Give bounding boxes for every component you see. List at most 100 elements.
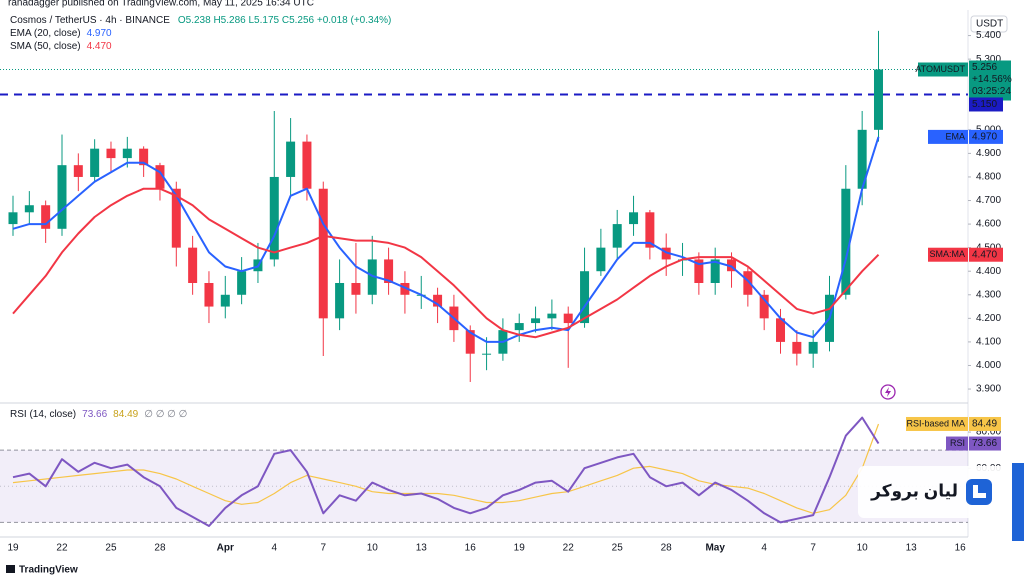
alert-icon-bolt xyxy=(885,387,891,397)
candle-body xyxy=(743,271,753,295)
ema-legend-value: 4.970 xyxy=(87,28,112,39)
candle-body xyxy=(384,259,394,283)
candle-body xyxy=(596,247,606,272)
symbol-legend: Cosmos / TetherUS · 4h · BINANCE O5.238 H… xyxy=(10,15,391,26)
x-tick-label: 28 xyxy=(661,543,673,554)
y-tick-label: 4.000 xyxy=(976,360,1001,371)
brand-text: لیان بروکر xyxy=(870,481,958,501)
candle-body xyxy=(661,247,671,260)
indicator-line xyxy=(12,136,880,343)
rsi-line xyxy=(12,423,880,514)
candle-body xyxy=(204,282,214,307)
candle-body xyxy=(139,148,149,166)
x-tick-label: 4 xyxy=(761,543,767,554)
rsi-tag-name-box xyxy=(906,416,968,431)
brand-bar xyxy=(1012,463,1024,541)
rsi-tag-name-box xyxy=(946,436,968,451)
candle-body xyxy=(776,318,786,342)
candle-body xyxy=(318,188,328,319)
ema-legend: EMA (20, close) 4.970 xyxy=(10,28,112,39)
candle-body xyxy=(873,69,883,130)
y-tick-label: 4.200 xyxy=(976,313,1001,324)
candle-body xyxy=(547,313,557,319)
x-tick-label: 7 xyxy=(810,543,816,554)
rsi-line xyxy=(12,416,880,527)
x-tick-label: 13 xyxy=(416,543,428,554)
x-tick-label: 16 xyxy=(465,543,477,554)
attribution: ranadagger published on TradingView.com,… xyxy=(8,0,314,9)
series-tag-value-box xyxy=(969,247,1003,262)
candle-body xyxy=(73,165,83,177)
rsi-tag-value-box xyxy=(969,436,1001,451)
candle-body xyxy=(269,176,279,260)
y-tick-label: 4.400 xyxy=(976,266,1001,277)
series-tag-value: 4.470 xyxy=(972,249,997,260)
candle-body xyxy=(171,188,181,248)
y-tick-label: 4.100 xyxy=(976,337,1001,348)
series-tag-name: SMA:MA xyxy=(929,249,965,259)
x-tick-label: 22 xyxy=(56,543,68,554)
y-tick-label: 3.900 xyxy=(976,384,1001,395)
x-tick-label: 19 xyxy=(7,543,19,554)
candle-body xyxy=(335,282,345,319)
x-tick-label: 25 xyxy=(105,543,117,554)
rsi-legend-value: 73.66 xyxy=(82,409,107,420)
candle-body xyxy=(808,341,818,354)
candle-body xyxy=(612,224,622,248)
sma-legend: SMA (50, close) 4.470 xyxy=(10,41,112,52)
y-tick-label: 5.300 xyxy=(976,54,1001,65)
candle-body xyxy=(759,294,769,319)
sma-legend-name: SMA (50, close) xyxy=(10,41,81,52)
series-tag-value-box xyxy=(969,129,1003,144)
rsi-tag-name: RSI xyxy=(950,438,965,448)
y-tick-label: 4.800 xyxy=(976,172,1001,183)
candle-body xyxy=(90,148,100,177)
candle-body xyxy=(155,165,165,189)
series-tag-name: EMA xyxy=(945,131,965,141)
candle-body xyxy=(302,141,312,189)
x-tick-label: 10 xyxy=(367,543,379,554)
rsi-tag-name: RSI-based MA xyxy=(906,418,965,428)
y-tick-label: 4.300 xyxy=(976,289,1001,300)
x-tick-label: 28 xyxy=(154,543,166,554)
x-tick-label: 13 xyxy=(906,543,918,554)
footer-logo xyxy=(6,565,15,573)
brand-icon xyxy=(966,479,992,505)
x-tick-label: 10 xyxy=(857,543,869,554)
candle-body xyxy=(433,294,443,307)
x-tick-label: 4 xyxy=(271,543,277,554)
price-tag-countdown: 03:25:24 xyxy=(972,86,1011,97)
candle-body xyxy=(727,259,737,272)
candle-body xyxy=(237,271,247,295)
hline-tag: 5.150 xyxy=(972,99,997,110)
rsi-band xyxy=(0,450,968,523)
candle-body xyxy=(286,141,296,177)
symbol-tag: ATOMUSDT xyxy=(915,64,965,74)
candle-body xyxy=(188,247,198,283)
candle-body xyxy=(563,313,573,324)
x-tick-label: 16 xyxy=(955,543,967,554)
candle-body xyxy=(106,148,116,159)
x-tick-label: 19 xyxy=(514,543,526,554)
rsi-title: RSI (14, close) xyxy=(10,409,76,420)
candle-body xyxy=(531,318,541,324)
candle-body xyxy=(580,271,590,324)
sma-legend-value: 4.470 xyxy=(87,41,112,52)
candle-body xyxy=(122,148,132,159)
candle-body xyxy=(351,282,361,295)
x-tick-label: 25 xyxy=(612,543,624,554)
rsi-tag-value: 73.66 xyxy=(972,438,997,449)
y-tick-label: 4.600 xyxy=(976,219,1001,230)
candle-body xyxy=(8,212,18,225)
series-tag-name-box xyxy=(928,247,968,262)
candle-body xyxy=(367,259,377,295)
symbol: Cosmos / TetherUS · 4h · BINANCE xyxy=(10,15,170,26)
rsi-tag-value-box xyxy=(969,416,1001,431)
rsi-tag-value: 84.49 xyxy=(972,419,997,430)
x-tick-label: May xyxy=(705,543,725,554)
candle-body xyxy=(41,205,51,229)
y-tick-label: 4.900 xyxy=(976,148,1001,159)
x-tick-label: 7 xyxy=(320,543,326,554)
